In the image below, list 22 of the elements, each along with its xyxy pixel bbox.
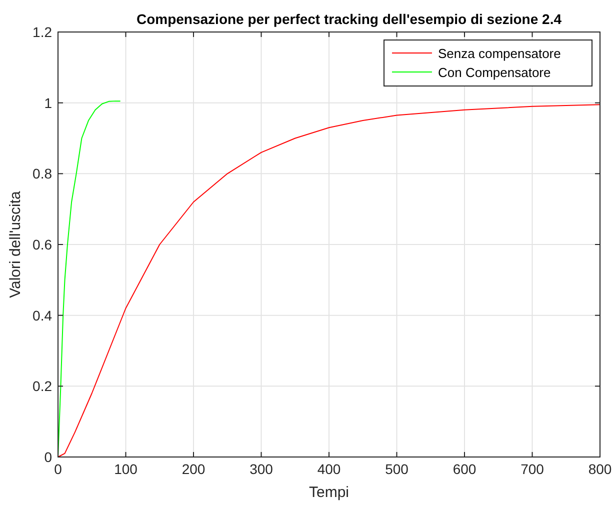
x-axis-title: Tempi	[308, 484, 350, 501]
y-tick-label: 1	[44, 94, 52, 111]
x-tick-label: 100	[114, 461, 138, 477]
chart-title: Compensazione per perfect tracking dell'esempio di sezione 2.4	[136, 11, 562, 27]
legend-label: Con Compensatore	[438, 65, 551, 80]
x-tick-label: 300	[250, 461, 274, 477]
x-tick-label: 500	[385, 461, 409, 477]
x-tick-label: 700	[520, 461, 544, 477]
y-tick-label: 0.6	[32, 236, 52, 252]
y-axis-title: Valori dell'uscita	[7, 190, 24, 298]
line-series	[58, 104, 600, 458]
x-tick-label: 600	[452, 461, 476, 477]
y-tick-label: 0.4	[32, 307, 52, 324]
y-tick-label: 0	[44, 449, 52, 465]
x-tick-label: 800	[588, 461, 612, 477]
y-tick-label: 0.2	[32, 378, 52, 394]
x-tick-label: 200	[182, 461, 206, 477]
y-tick-label: 1.2	[32, 24, 52, 40]
x-tick-label: 0	[54, 461, 62, 477]
x-tick-label: 400	[317, 461, 341, 477]
legend-label: Senza compensatore	[438, 46, 561, 61]
y-tick-label: 0.8	[32, 166, 52, 182]
